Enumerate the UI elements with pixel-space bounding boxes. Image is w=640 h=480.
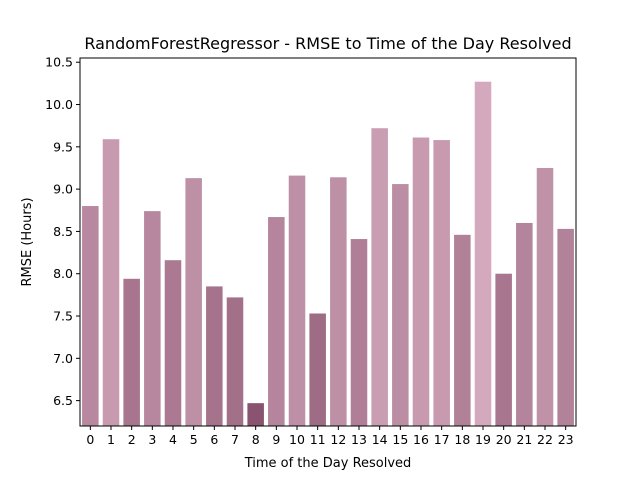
bar-hour-21 [516, 222, 533, 426]
y-tick-label: 10.0 [45, 97, 73, 112]
x-tick-label: 17 [434, 432, 450, 447]
y-axis-label: RMSE (Hours) [20, 197, 35, 286]
x-tick-label: 11 [310, 432, 326, 447]
bar-hour-18 [454, 234, 471, 426]
x-tick-label: 21 [516, 432, 532, 447]
x-tick-label: 22 [537, 432, 553, 447]
y-tick-label: 6.5 [53, 393, 73, 408]
bar-hour-13 [350, 239, 368, 426]
x-tick-label: 19 [475, 432, 491, 447]
x-tick-label: 0 [86, 432, 94, 447]
bar-hour-12 [330, 177, 347, 426]
y-tick-label: 7.5 [53, 309, 73, 324]
bar-hour-22 [536, 167, 554, 427]
x-tick-label: 15 [392, 432, 408, 447]
x-tick-label: 3 [148, 432, 156, 447]
y-tick-label: 8.5 [53, 224, 73, 239]
bar-hour-20 [495, 273, 512, 426]
bar-hour-1 [102, 139, 120, 426]
x-tick-label: 6 [210, 432, 218, 447]
bar-hour-17 [433, 140, 450, 426]
bar-hour-6 [206, 286, 223, 426]
bar-hour-9 [268, 217, 285, 426]
bar-hour-15 [392, 184, 409, 426]
x-tick-label: 23 [558, 432, 574, 447]
bar-hour-14 [371, 128, 388, 426]
bar-hour-23 [557, 228, 574, 426]
y-tick-label: 9.5 [53, 139, 73, 154]
bar-hour-10 [288, 175, 306, 426]
bar-hour-7 [226, 297, 244, 426]
bar-hour-0 [82, 206, 99, 426]
bar-hour-3 [144, 211, 161, 426]
x-axis-ticks: 0 1 2 3 4 5 6 7 8 9 10 11 12 13 14 15 16 17 18 19 20 21 22 23 [86, 426, 574, 447]
x-tick-label: 7 [231, 432, 239, 447]
y-tick-label: 7.0 [53, 351, 73, 366]
y-tick-label: 8.0 [53, 266, 73, 281]
x-axis-label: Time of the Day Resolved [244, 456, 412, 471]
x-tick-label: 4 [169, 432, 177, 447]
x-tick-label: 10 [289, 432, 305, 447]
x-tick-label: 13 [351, 432, 367, 447]
bar-hour-4 [164, 260, 182, 426]
x-tick-label: 14 [372, 432, 388, 447]
bars-group [82, 81, 574, 427]
x-tick-label: 1 [107, 432, 115, 447]
bar-hour-16 [412, 137, 430, 426]
x-tick-label: 18 [454, 432, 470, 447]
x-tick-label: 9 [272, 432, 280, 447]
y-tick-label: 9.0 [53, 182, 73, 197]
y-axis-ticks: 6.5 7.0 7.5 8.0 8.5 9.0 9.5 10.0 10.5 [45, 55, 80, 408]
chart-title: RandomForestRegressor - RMSE to Time of … [84, 34, 571, 53]
x-tick-label: 5 [190, 432, 198, 447]
x-tick-label: 20 [496, 432, 512, 447]
bar-hour-8 [247, 403, 264, 426]
bar-hour-5 [185, 178, 202, 426]
x-tick-label: 8 [252, 432, 260, 447]
x-tick-label: 2 [128, 432, 136, 447]
x-tick-label: 16 [413, 432, 429, 447]
bar-hour-2 [123, 278, 140, 426]
y-tick-label: 10.5 [45, 55, 73, 70]
bar-hour-11 [309, 313, 326, 426]
x-tick-label: 12 [330, 432, 346, 447]
bar-hour-19 [474, 81, 492, 426]
plot-frame [79, 57, 577, 427]
